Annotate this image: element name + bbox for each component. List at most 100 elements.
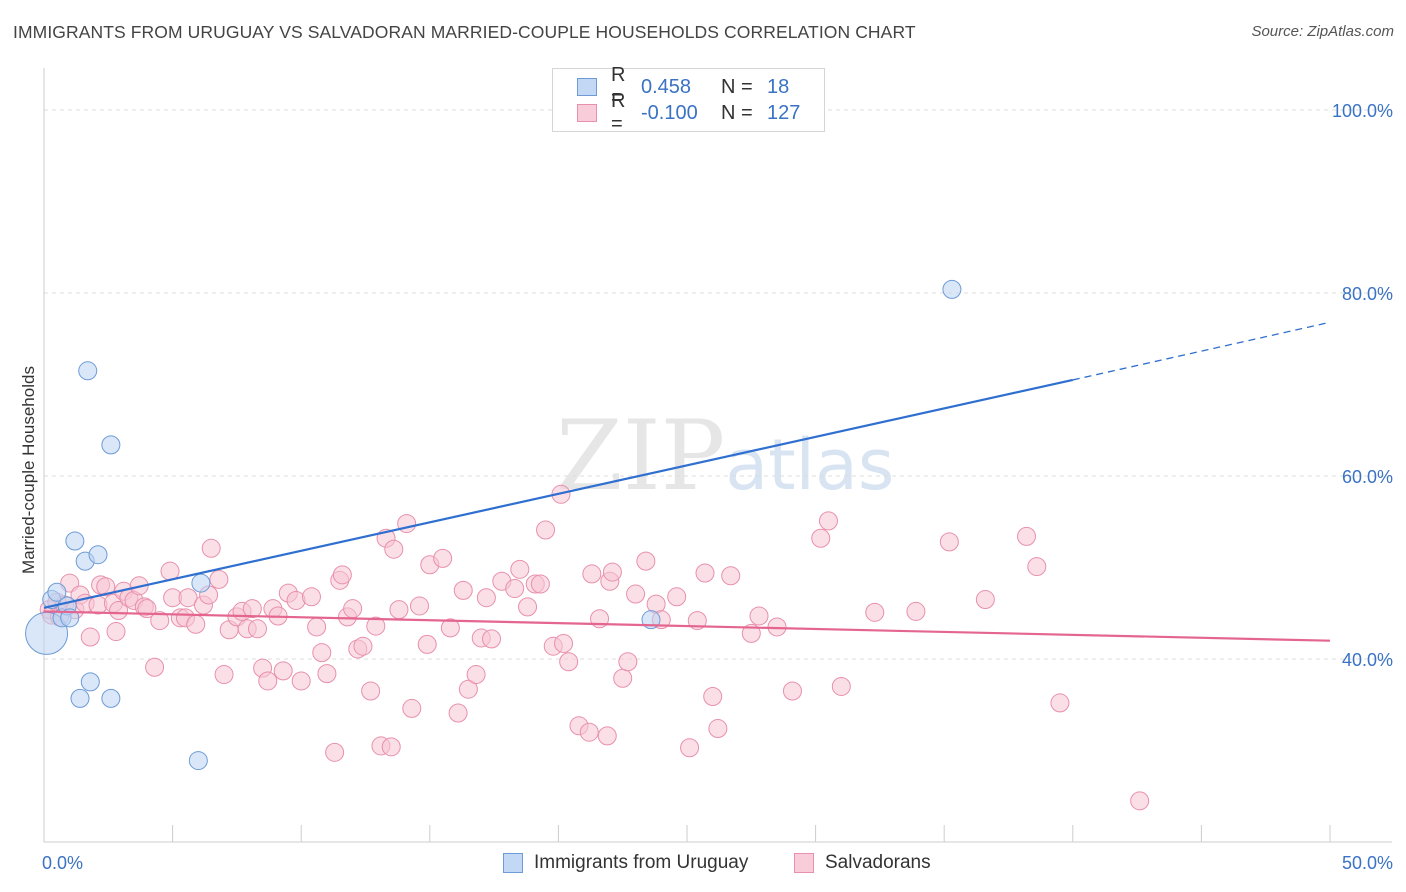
uruguay-point [191,573,211,593]
legend-swatch-pink [577,104,597,122]
bottom-legend-swatch-pink [794,853,814,873]
salvadoran-point [695,563,715,583]
salvadoran-point [510,559,530,579]
salvadoran-point [453,580,473,600]
salvadoran-point [384,539,404,559]
salvadoran-point [410,596,430,616]
salvadoran-point [242,599,262,619]
salvadoran-point [145,657,165,677]
salvadoran-point [687,611,707,631]
salvadoran-point [667,587,687,607]
legend-n-label: N = [721,101,753,124]
salvadoran-point [703,687,723,707]
salvadoran-point [975,590,995,610]
salvadoran-point [1130,791,1150,811]
salvadoran-point [96,577,116,597]
legend-r-value: -0.100 [641,101,698,124]
uruguay-point [942,279,962,299]
salvadoran-point [273,661,293,681]
salvadoran-point [466,665,486,685]
uruguay-point [101,435,121,455]
salvadoran-point [361,681,381,701]
uruguay-point [60,608,80,628]
uruguay-trend-extension [1072,321,1331,381]
uruguay-point [78,361,98,381]
salvadoran-point [582,564,602,584]
salvadoran-point [247,619,267,639]
salvadoran-point [353,636,373,656]
salvadoran-point [741,623,761,643]
salvadoran-point [721,566,741,586]
salvadoran-point [939,532,959,552]
salvadoran-point [579,722,599,742]
salvadoran-point [332,565,352,585]
watermark-zip: ZIP [556,400,726,512]
salvadoran-point [680,738,700,758]
bottom-legend-label-salvadorans: Salvadorans [825,852,931,873]
salvadoran-point [749,606,769,626]
salvadoran-point [782,681,802,701]
salvadoran-point [214,665,234,685]
salvadoran-point [618,652,638,672]
salvadoran-point [458,679,478,699]
source-label: Source: ZipAtlas.com [1251,23,1394,40]
salvadoran-point [708,719,728,739]
x-tick-label-max: 50.0% [1342,853,1393,873]
legend-row-uruguay: R = 0.458 N = 18 [577,64,789,109]
salvadoran-point [536,520,556,540]
salvadoran-point [818,511,838,531]
uruguay-point [47,582,67,602]
legend-n-value: 127 [767,101,801,124]
salvadoran-point [906,601,926,621]
salvadoran-point [178,588,198,608]
salvadoran-point [433,548,453,568]
salvadoran-point [613,668,633,688]
salvadoran-point [286,590,306,610]
legend-swatch-blue [577,78,597,96]
salvadoran-point [831,676,851,696]
legend-r-value: 0.458 [641,75,692,98]
salvadoran-point [366,616,386,636]
y-tick-label: 80.0% [1342,284,1393,304]
salvadoran-point [80,627,100,647]
salvadoran-point [109,601,129,621]
salvadoran-point [1017,526,1037,546]
salvadoran-point [448,703,468,723]
salvadoran-point [150,611,170,631]
salvadoran-point [518,597,538,617]
bottom-legend-salvadorans: Salvadorans [794,852,931,874]
y-axis-label: Married-couple Households [19,366,38,574]
salvadoran-point [402,698,422,718]
uruguay-point [88,545,108,565]
salvadoran-point [440,618,460,638]
uruguay-trend-line [43,378,1074,609]
legend-row-salvadorans: R = -0.100 N = 127 [577,90,801,135]
salvadoran-point [381,737,401,757]
salvadoran-point [389,600,409,620]
uruguay-point [70,688,90,708]
salvadoran-point [505,579,525,599]
salvadoran-point [597,726,617,746]
salvadoran-point [554,633,574,653]
legend-n-label: N = [721,75,753,98]
uruguay-point [80,672,100,692]
salvadoran-point [209,569,229,589]
salvadoran-point [325,742,345,762]
salvadoran-point [1027,557,1047,577]
chart-title: IMMIGRANTS FROM URUGUAY VS SALVADORAN MA… [13,22,916,42]
salvadoran-point [865,602,885,622]
correlation-legend: R = 0.458 N = 18 R = -0.100 N = 127 [552,64,825,135]
salvadoran-point [636,551,656,571]
uruguay-point [188,751,208,771]
uruguay-point [101,688,121,708]
salvadoran-point [602,562,622,582]
uruguay-point [65,531,85,551]
salvadoran-point [312,643,332,663]
salvadoran-point [626,584,646,604]
salvadoran-point [417,634,437,654]
salvadoran-point [201,538,221,558]
salvadoran-point [301,587,321,607]
salvadoran-point [343,599,363,619]
watermark: ZIPatlas [556,400,894,512]
